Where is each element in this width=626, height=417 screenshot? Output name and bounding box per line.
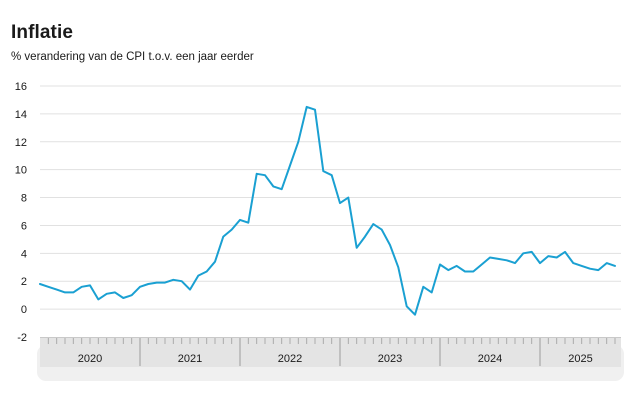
y-axis-labels: 16 14 12 10 8 6 4 2 0 -2 — [15, 81, 27, 344]
chart-subtitle: % verandering van de CPI t.o.v. een jaar… — [11, 51, 254, 63]
year-label: 2022 — [278, 353, 302, 365]
y-axis-tick-label: 0 — [21, 304, 27, 316]
chart-title: Inflatie — [11, 22, 74, 43]
y-axis-tick-label: 8 — [21, 193, 27, 205]
y-axis-tick-label: 16 — [15, 81, 27, 93]
y-axis-tick-label: 6 — [21, 220, 27, 232]
timeline-band[interactable] — [40, 337, 621, 367]
year-label: 2023 — [378, 353, 402, 365]
timeline-axis[interactable]: 2020 2021 2022 2023 2024 2025 — [37, 337, 624, 381]
y-axis-tick-label: 14 — [15, 109, 27, 121]
year-label: 2020 — [78, 353, 102, 365]
year-label: 2021 — [178, 353, 202, 365]
y-axis-tick-label: 12 — [15, 137, 27, 149]
year-label: 2024 — [478, 353, 502, 365]
series-lines — [39, 105, 616, 316]
inflation-series-line — [39, 105, 616, 316]
year-label: 2025 — [568, 353, 592, 365]
y-axis-tick-label: 10 — [15, 165, 27, 177]
y-axis-tick-label: 2 — [21, 276, 27, 288]
y-axis-tick-label: 4 — [21, 248, 27, 260]
gridlines — [40, 85, 621, 310]
y-axis-tick-label: -2 — [17, 332, 27, 344]
